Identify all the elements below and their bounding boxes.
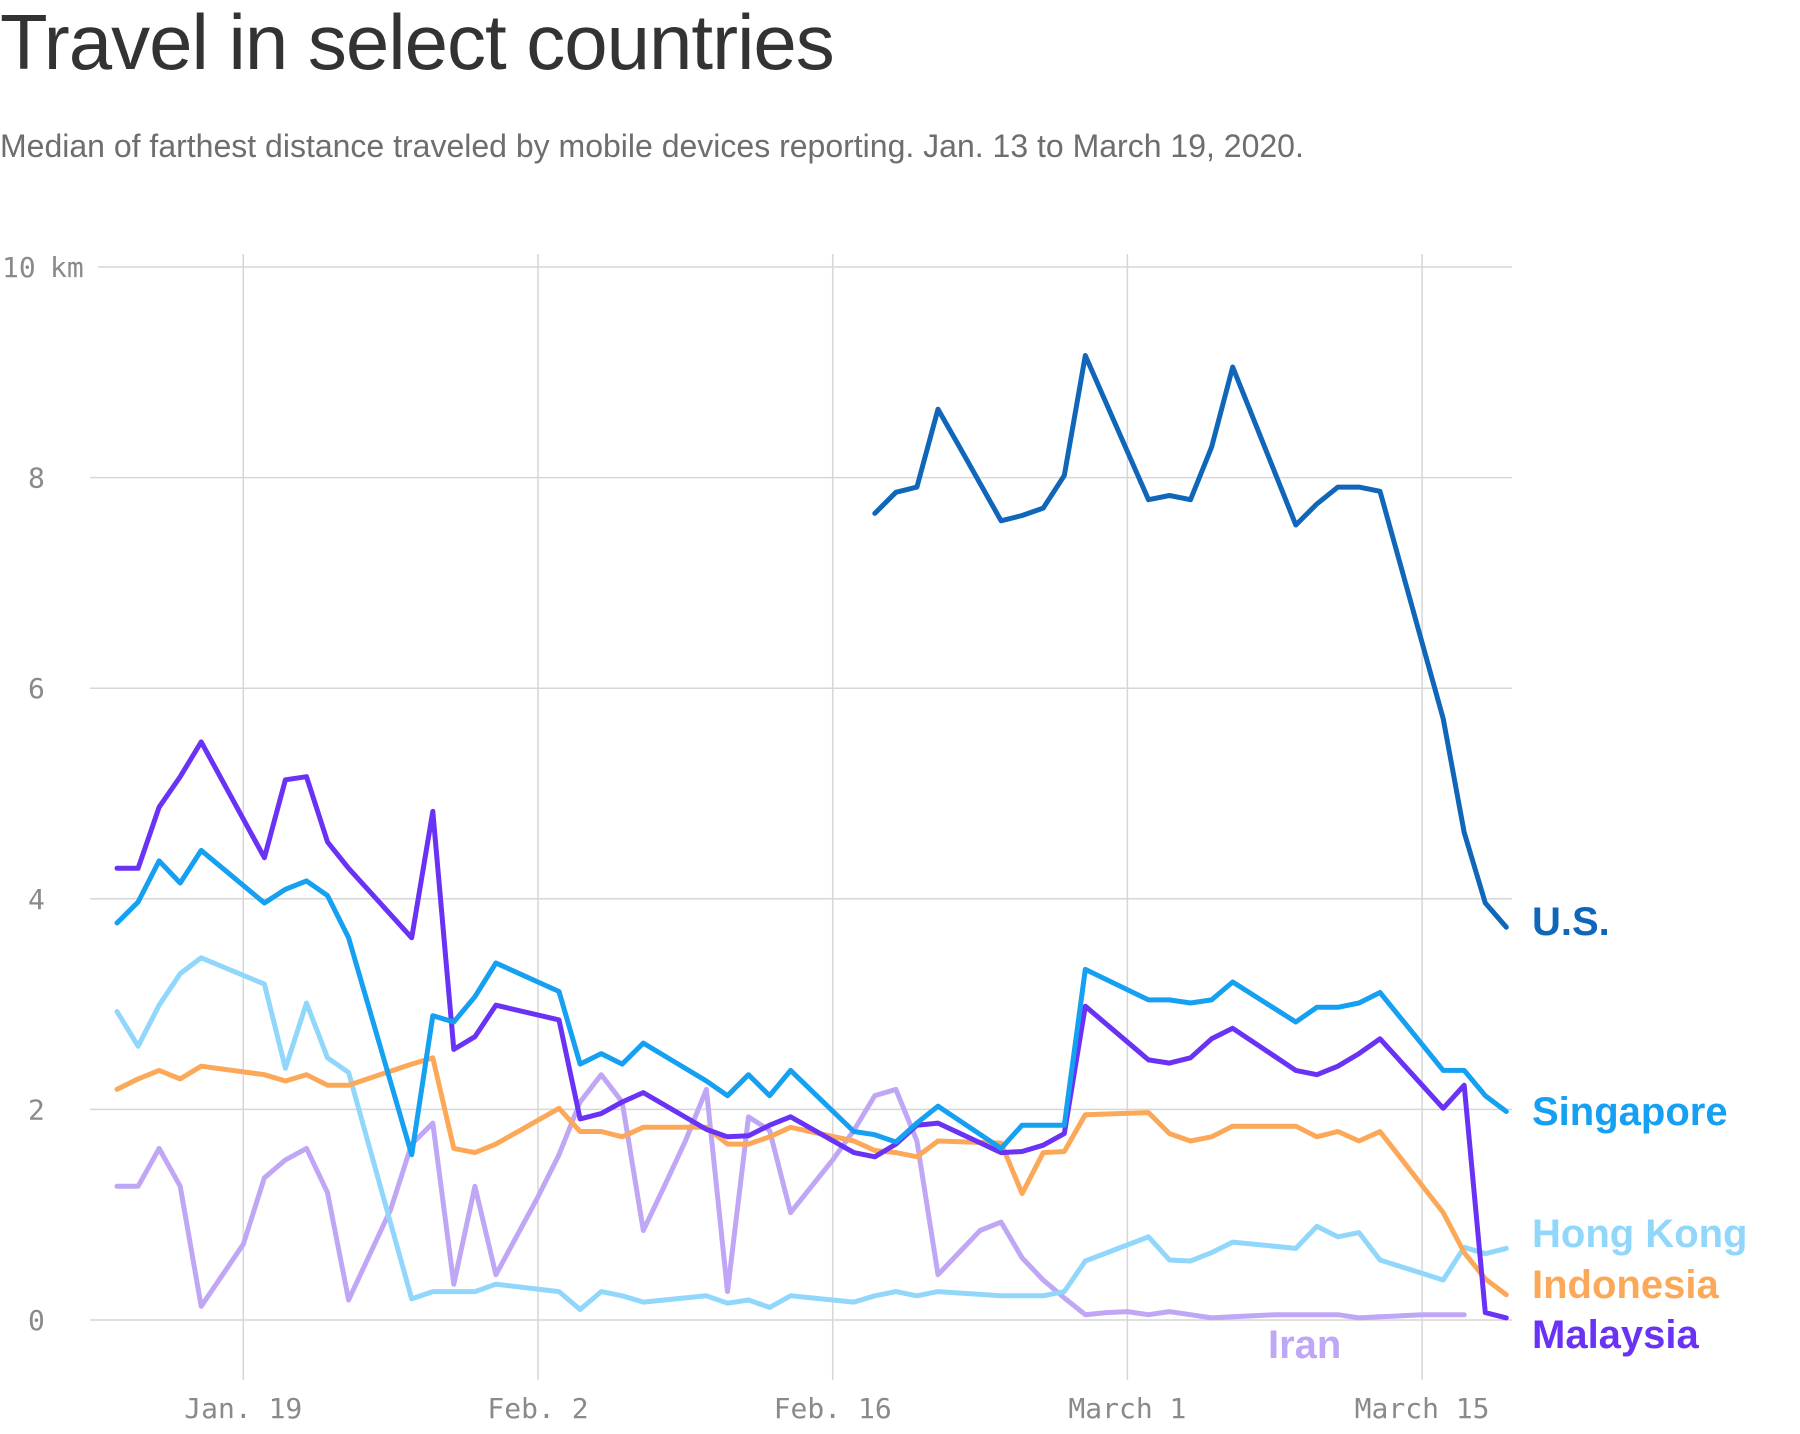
axis-ticks: 10 km 8 6 4 2 0 Jan. 19 Feb. 2 Feb. 16 March 1 Marc…	[2, 251, 1490, 1425]
series-line-iran	[114, 1072, 1467, 1321]
x-tick-label: March 15	[1355, 1392, 1490, 1425]
series-label: Hong Kong	[1532, 1212, 1748, 1256]
y-tick-label: 6	[28, 672, 45, 705]
y-unit-label: km	[50, 251, 84, 284]
series-labels: Iran Hong Kong Indonesia Malaysia Singapore U…	[1268, 900, 1748, 1367]
series-label: Singapore	[1532, 1090, 1728, 1134]
x-tick-label: Feb. 16	[774, 1392, 892, 1425]
series-label: Malaysia	[1532, 1313, 1700, 1357]
series-line-u-s	[872, 353, 1509, 930]
series-label: U.S.	[1532, 900, 1610, 944]
y-tick-label: 8	[28, 462, 45, 495]
y-tick-label: 0	[28, 1304, 45, 1337]
x-tick-label: March 1	[1068, 1392, 1186, 1425]
series-line-indonesia	[114, 1055, 1509, 1298]
series-label: Iran	[1268, 1323, 1341, 1367]
y-tick-label: 4	[28, 883, 45, 916]
series-lines	[114, 353, 1509, 1321]
series-line-hong-kong	[114, 955, 1509, 1312]
chart-title: Travel in select countries	[0, 0, 835, 86]
x-tick-label: Feb. 2	[487, 1392, 588, 1425]
series-line-singapore	[114, 847, 1509, 1158]
x-tick-label: Jan. 19	[184, 1392, 302, 1425]
grid	[90, 254, 1512, 1380]
chart-subtitle: Median of farthest distance traveled by …	[0, 128, 1304, 164]
series-label: Indonesia	[1532, 1263, 1719, 1307]
y-tick-label: 10	[2, 251, 36, 284]
series-line-malaysia	[114, 739, 1509, 1321]
y-tick-label: 2	[28, 1093, 45, 1126]
